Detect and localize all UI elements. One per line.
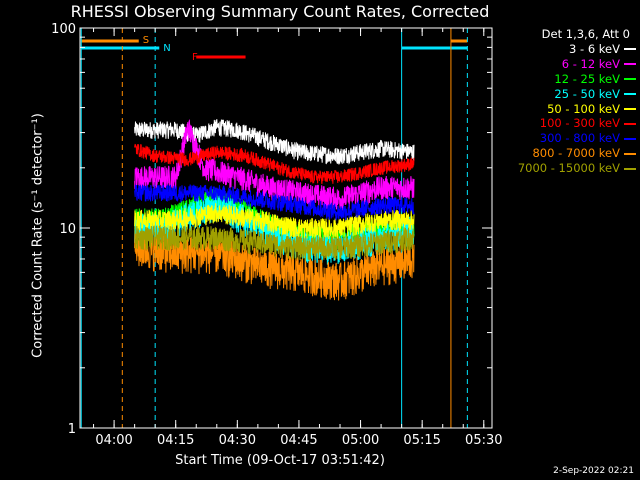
x-tick-label: 05:15 <box>403 433 440 448</box>
legend-item: 7000 - 15000 keV <box>486 161 636 176</box>
x-axis-label: Start Time (09-Oct-17 03:51:42) <box>175 453 385 468</box>
annotation-N: N <box>163 43 170 54</box>
legend-item: 800 - 7000 keV <box>486 146 636 161</box>
annotation-F: F <box>192 52 198 63</box>
y-tick-label: 10 <box>59 222 76 237</box>
legend-swatch <box>624 122 636 125</box>
y-tick-label: 1 <box>68 422 76 437</box>
legend-item: 25 - 50 keV <box>486 87 636 102</box>
x-tick-label: 04:15 <box>157 433 194 448</box>
x-tick-label: 05:00 <box>342 433 379 448</box>
series-line-6 <box>134 143 415 185</box>
legend-item: 100 - 300 keV <box>486 116 636 131</box>
series-line-1 <box>134 119 415 165</box>
series-line-9 <box>134 224 415 261</box>
legend-label: 25 - 50 keV <box>554 86 620 101</box>
legend-label: 800 - 7000 keV <box>532 146 620 161</box>
legend-swatch <box>624 167 636 170</box>
legend-swatch <box>624 137 636 140</box>
legend-item: 300 - 800 keV <box>486 131 636 146</box>
legend-swatch <box>624 78 636 81</box>
series-layer <box>134 119 415 301</box>
annotation-S: S <box>143 35 149 46</box>
series-line-2 <box>134 119 415 212</box>
x-tick-label: 05:30 <box>465 433 502 448</box>
y-tick-label: 100 <box>51 22 76 37</box>
legend-label: 100 - 300 keV <box>539 116 620 131</box>
legend-swatch <box>624 48 636 51</box>
x-tick-label: 04:00 <box>95 433 132 448</box>
legend-swatch <box>624 152 636 155</box>
legend-label: 12 - 25 keV <box>554 71 620 86</box>
series-line-5 <box>134 203 415 240</box>
timestamp: 2-Sep-2022 02:21 <box>553 466 634 476</box>
legend-label: 300 - 800 keV <box>539 131 620 146</box>
y-axis-label: Corrected Count Rate (s⁻¹ detector⁻¹) <box>30 113 46 358</box>
x-tick-label: 04:30 <box>219 433 256 448</box>
legend: Det 1,3,6, Att 0 3 - 6 keV 6 - 12 keV 12 -… <box>486 27 636 176</box>
legend-swatch <box>624 107 636 110</box>
series-line-7 <box>134 184 415 221</box>
legend-title: Det 1,3,6, Att 0 <box>541 27 630 41</box>
legend-item: 3 - 6 keV <box>486 42 636 57</box>
legend-swatch <box>624 63 636 66</box>
legend-swatch <box>624 93 636 96</box>
legend-label: 50 - 100 keV <box>547 101 620 116</box>
chart-title: RHESSI Observing Summary Count Rates, Co… <box>70 2 490 21</box>
legend-item: 12 - 25 keV <box>486 72 636 87</box>
legend-label: 3 - 6 keV <box>569 41 620 56</box>
axes-layer: 04:00 04:15 04:30 04:45 05:00 05:15 05:30 1 10 10… <box>51 22 502 448</box>
legend-label: 6 - 12 keV <box>561 56 620 71</box>
legend-label: 7000 - 15000 keV <box>517 161 620 176</box>
legend-item: 50 - 100 keV <box>486 102 636 117</box>
x-tick-label: 04:45 <box>280 433 317 448</box>
legend-item: 6 - 12 keV <box>486 57 636 72</box>
